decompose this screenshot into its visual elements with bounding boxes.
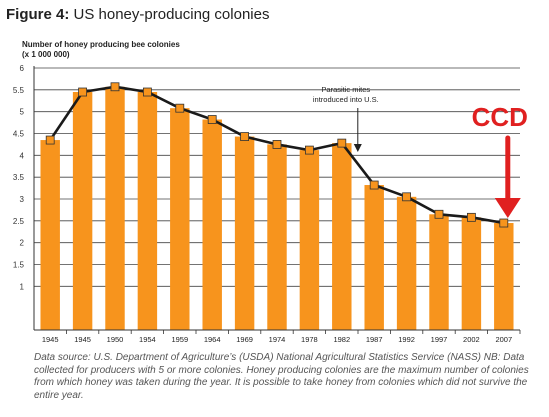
y-tick-label: 1.5 [13,261,25,270]
y-tick-label: 3.5 [13,173,25,182]
data-point-marker [207,115,217,124]
data-point-marker [434,209,444,219]
data-point-marker [272,140,282,149]
y-tick-label: 4.5 [13,130,25,139]
bar [170,108,190,330]
x-tick-label: 1950 [107,335,124,344]
data-point-marker [369,180,379,190]
bar [202,119,222,330]
annotation-ccd-arrowhead [494,198,521,218]
x-axis: 1945 1945 1950 1954 1959 1964 1969 1974 1978 1982… [33,66,521,344]
data-point-marker [337,138,347,148]
annotation-mites-text: introduced into U.S. [313,95,379,104]
y-tick-label: 5 [20,108,25,117]
bar [267,144,287,330]
bar [429,214,449,330]
x-tick-label: 1945 [42,335,59,344]
data-point-marker [466,212,476,222]
x-tick-label: 1959 [171,335,188,344]
x-tick-label: 1945 [74,335,91,344]
x-tick-label: 1964 [204,335,221,344]
x-tick-label: 1954 [139,335,156,344]
y-tick-label: 1 [20,282,25,291]
annotation-mites-text: Parasitic mites [321,85,370,94]
y-tick-label: 6 [20,64,25,73]
data-point-marker [110,82,120,92]
data-point-marker [304,145,314,155]
data-point-marker [499,218,509,228]
x-tick-label: 1978 [301,335,318,344]
data-point-marker [240,132,250,141]
x-tick-label: 1982 [333,335,350,344]
x-tick-label: 1987 [366,335,383,344]
bar [72,92,93,331]
bar [105,86,125,330]
x-tick-label: 1974 [269,335,286,344]
trend-line [45,82,509,228]
data-point-marker [45,135,55,145]
y-tick-label: 2 [20,239,25,248]
x-tick-label: 2002 [463,335,480,344]
data-point-marker [142,87,152,97]
data-point-marker [402,192,412,202]
y-axis-label: Number of honey producing bee colonies (… [22,40,180,59]
bars [40,86,514,331]
bar-chart: 11.522.533.544.555.56 1945 1945 1950 1954 19… [13,64,528,344]
data-point-marker [175,103,185,113]
y-tick-label: 4 [20,151,25,160]
source-note: Data source: U.S. Department of Agricult… [34,352,529,401]
bar [234,136,255,330]
y-tick-label: 2.5 [13,217,25,226]
bar [364,185,384,330]
annotation-mites-arrowhead [353,144,362,152]
bar [396,196,417,330]
bar [299,150,320,330]
figure-title: Figure 4: US honey-producing colonies [6,6,269,23]
figure-label: Figure 4: [6,6,70,23]
bar [40,140,60,330]
x-tick-label: 2007 [495,335,512,344]
bar [332,143,352,330]
bar [494,223,514,330]
y-tick-label: 3 [20,195,25,204]
bar [137,92,158,331]
x-tick-label: 1992 [398,335,415,344]
annotation-ccd-text: CCD [472,102,528,132]
figure-title-text: US honey-producing colonies [73,6,270,23]
bar [461,217,482,330]
y-tick-label: 5.5 [13,86,25,95]
y-axis-ticks: 1 1.5 2 2.5 3 3.5 4 4.5 5 5.5 6 [13,64,25,291]
x-tick-label: 1997 [431,335,448,344]
data-point-marker [78,87,87,97]
x-tick-label: 1969 [236,335,253,344]
